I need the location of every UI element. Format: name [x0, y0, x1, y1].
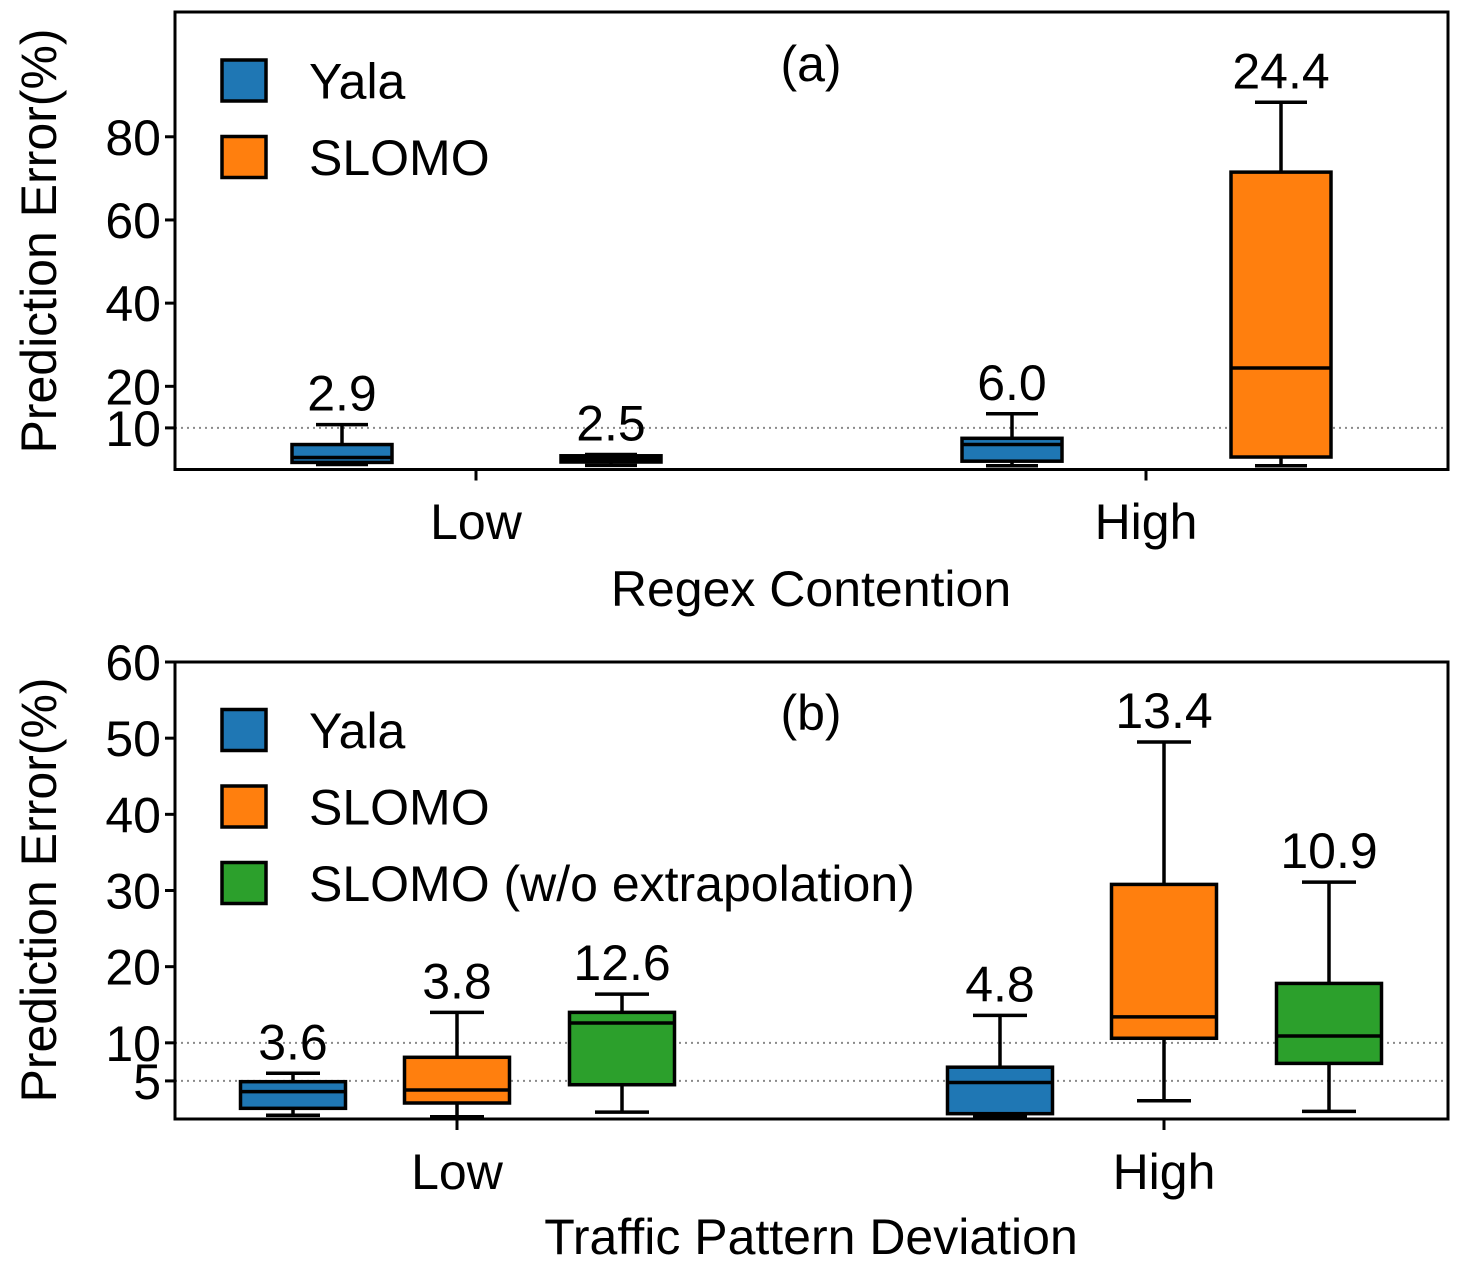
b-ytick-label-40: 40: [105, 787, 161, 843]
a-legend-label-slomo: SLOMO: [309, 130, 490, 186]
a-ytick-label-60: 60: [105, 193, 161, 249]
box-body-b-yala-low: [238, 1079, 348, 1111]
a-ytick-label-20: 20: [105, 359, 161, 415]
a-legend-swatch-slomo: [220, 134, 268, 180]
median-label-a-yala-high: 6.0: [977, 355, 1047, 411]
a-legend: Yala SLOMO: [220, 54, 490, 186]
a-xtick-label-high: High: [1095, 494, 1198, 550]
panel-b-marks: 510 20 30 40 50 60 Low High 3.6 4.8 3.8 13.4 12.6 10.…: [105, 635, 1448, 1200]
median-label-b-yala-high: 4.8: [965, 956, 1035, 1012]
box-body-b-slomo-low: [402, 1055, 512, 1105]
median-label-a-slomo-high: 24.4: [1232, 43, 1329, 99]
median-label-a-yala-low: 2.9: [307, 366, 377, 422]
a-ytick-label-10: 10: [105, 401, 161, 457]
box-a-slomo-low: 2.5: [559, 396, 663, 468]
a-legend-label-yala: Yala: [309, 54, 406, 110]
b-legend-swatch-slomo: [220, 784, 268, 829]
median-label-b-slomo-w-o-extrapolation-low: 12.6: [573, 935, 670, 991]
b-legend-label-slomo-w-o-extrapolation: SLOMO (w/o extrapolation): [309, 856, 915, 912]
b-xtick-label-low: Low: [411, 1144, 504, 1200]
box-b-slomo-low: 3.8: [402, 953, 512, 1119]
b-legend-label-slomo: SLOMO: [309, 780, 490, 836]
panel-b-y-axis-label: Prediction Error(%): [11, 677, 67, 1102]
a-legend-swatch-yala: [220, 58, 268, 103]
b-ytick-label-30: 30: [105, 864, 161, 920]
box-b-slomo-w-o-extrapolation-low: 12.6: [567, 935, 677, 1114]
a-xtick-label-low: Low: [430, 494, 523, 550]
b-legend: Yala SLOMO SLOMO (w/o extrapolation): [220, 703, 915, 912]
box-b-slomo-w-o-extrapolation-high: 10.9: [1274, 823, 1384, 1114]
b-legend-swatch-yala: [220, 707, 268, 753]
b-ytick-label-50: 50: [105, 711, 161, 767]
a-ytick-label-40: 40: [105, 276, 161, 332]
median-label-b-slomo-high: 13.4: [1115, 683, 1212, 739]
panel-b-plot-frame: [173, 660, 1450, 1121]
box-b-slomo-high: 13.4: [1109, 683, 1219, 1103]
b-ytick-label-60: 60: [105, 635, 161, 691]
box-body-a-yala-low: [290, 442, 394, 465]
box-a-yala-low: 2.9: [290, 366, 394, 467]
b-ytick-label-5: 5: [133, 1054, 161, 1110]
panel-b: 510 20 30 40 50 60 Low High 3.6 4.8 3.8 13.4 12.6 10.…: [11, 635, 1450, 1265]
b-ytick-label-20: 20: [105, 940, 161, 996]
panel-b-title: (b): [780, 685, 841, 741]
box-body-b-yala-high: [945, 1065, 1055, 1116]
median-label-b-yala-low: 3.6: [258, 1014, 328, 1070]
panel-a-title: (a): [780, 36, 841, 92]
b-legend-swatch-slomo-w-o-extrapolation: [220, 860, 268, 906]
panel-b-x-axis-label: Traffic Pattern Deviation: [544, 1209, 1078, 1265]
box-body-a-yala-high: [960, 436, 1064, 463]
b-legend-label-yala: Yala: [309, 703, 406, 759]
median-label-b-slomo-low: 3.8: [422, 953, 492, 1009]
a-ytick-label-80: 80: [105, 110, 161, 166]
b-xtick-label-high: High: [1113, 1144, 1216, 1200]
panel-a-x-axis-label: Regex Contention: [611, 561, 1011, 617]
box-a-yala-high: 6.0: [960, 355, 1064, 468]
median-label-a-slomo-low: 2.5: [576, 396, 646, 452]
box-b-yala-low: 3.6: [238, 1014, 348, 1117]
box-a-slomo-high: 24.4: [1229, 43, 1333, 468]
b-ytick-label-10: 10: [105, 1016, 161, 1072]
box-body-b-slomo-w-o-extrapolation-high: [1274, 981, 1384, 1066]
box-b-yala-high: 4.8: [945, 956, 1055, 1119]
box-body-b-slomo-high: [1109, 882, 1219, 1041]
panel-a-plot-frame: [173, 10, 1450, 471]
panel-a-y-axis-label: Prediction Error(%): [11, 28, 67, 453]
median-label-b-slomo-w-o-extrapolation-high: 10.9: [1280, 823, 1377, 879]
box-body-a-slomo-high: [1229, 170, 1333, 459]
